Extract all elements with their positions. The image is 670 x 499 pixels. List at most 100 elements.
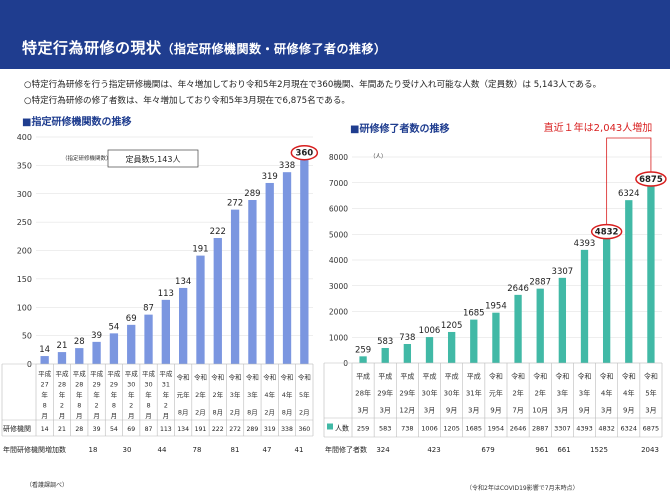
x-category-label: 8月	[212, 408, 223, 416]
x-category-label: 9月	[579, 407, 590, 415]
x-category-label: 令和	[600, 372, 614, 381]
x-category-label: 平成	[107, 369, 121, 378]
table-value: 6875	[643, 425, 660, 433]
page-subtitle: （指定研修機関数・研修修了者の推移）	[161, 42, 387, 56]
y-tick-label: 200	[17, 247, 32, 256]
y-tick-label: 50	[22, 332, 32, 341]
bar-value-label: 4832	[595, 228, 619, 238]
bar	[282, 172, 292, 364]
table-value: 14	[41, 426, 49, 433]
x-category-label: 30年	[444, 389, 460, 398]
x-category-label: 月	[59, 412, 66, 420]
x-category-label: 8	[112, 401, 116, 409]
bar	[647, 185, 655, 363]
right-footnote: （令和2年はCOVID19影響で7月末時点）	[466, 485, 579, 492]
y-tick-label: 0	[27, 360, 32, 369]
bar	[196, 255, 205, 364]
bar-value-label: 134	[175, 277, 191, 287]
x-category-label: 2	[95, 401, 99, 409]
bar-value-label: 1205	[441, 321, 463, 331]
x-category-label: 令和	[211, 373, 224, 382]
x-category-label: 平成	[55, 369, 69, 378]
bar-value-label: 338	[279, 161, 295, 171]
bar	[425, 337, 434, 363]
increase-row-label: 年間修了者数	[325, 445, 367, 454]
x-category-label: 平成	[445, 372, 459, 381]
legend-swatch	[327, 423, 333, 430]
capacity-box	[107, 149, 199, 168]
page-title: 特定行為研修の現状（指定研修機関数・研修修了者の推移）	[22, 37, 387, 58]
bar	[75, 348, 84, 364]
source-note: （看護課調べ）	[26, 482, 69, 489]
y-tick-label: 7000	[329, 179, 348, 188]
bar	[161, 299, 170, 364]
table-value: 2646	[510, 425, 527, 433]
table-value: 6324	[621, 425, 638, 433]
y-tick-label: 2000	[329, 308, 348, 317]
x-category-label: 令和	[511, 372, 525, 381]
bar	[179, 287, 188, 364]
x-category-label: 令和	[555, 372, 569, 381]
x-category-label: 3月	[601, 407, 612, 415]
y-tick-label: 6000	[329, 205, 348, 214]
x-category-label: 元年	[177, 390, 191, 399]
table-value: 1685	[466, 425, 483, 433]
y-tick-label: 250	[17, 218, 32, 227]
x-category-label: 31年	[466, 389, 482, 398]
bar-value-label: 14	[39, 345, 50, 355]
y-tick-label: 300	[17, 190, 32, 199]
x-category-label: 8	[146, 401, 150, 409]
left-legend-note: （指定研修機関数）	[62, 154, 112, 162]
bar	[144, 314, 153, 364]
table-value: 28	[75, 426, 83, 433]
x-category-label: 年	[128, 390, 135, 399]
x-category-label: 4年	[601, 389, 612, 398]
increase-value: 30	[123, 446, 132, 454]
bar-value-label: 113	[158, 289, 174, 299]
bar	[447, 331, 456, 363]
bar-value-label: 39	[91, 331, 102, 341]
bar	[213, 238, 222, 364]
x-category-label: 9月	[446, 407, 457, 415]
bar-value-label: 1685	[463, 309, 485, 319]
table-value: 87	[145, 426, 153, 433]
bar	[403, 343, 412, 363]
x-category-label: 9月	[623, 407, 634, 415]
table-value: 222	[212, 426, 224, 433]
y-tick-label: 100	[17, 303, 32, 312]
x-category-label: 8月	[247, 408, 258, 416]
x-category-label: 29年	[377, 389, 393, 398]
right-unit-label: （人）	[370, 153, 387, 160]
bar-value-label: 272	[227, 199, 243, 209]
x-category-label: 10月	[532, 407, 548, 415]
x-category-label: 月	[128, 412, 135, 420]
x-category-label: 2月	[230, 408, 241, 416]
table-value: 113	[160, 426, 172, 433]
x-category-label: 令和	[622, 372, 636, 381]
x-category-label: 平成	[73, 369, 87, 378]
bar-value-label: 1006	[419, 326, 441, 336]
bar	[381, 347, 389, 363]
table-value: 338	[281, 426, 293, 433]
table-value: 4393	[576, 425, 593, 433]
x-category-label: 2	[164, 401, 168, 409]
x-category-label: 3月	[645, 407, 656, 415]
table-value: 54	[110, 426, 118, 433]
y-tick-label: 400	[17, 133, 32, 142]
bar-value-label: 360	[295, 149, 313, 159]
x-category-label: 月	[41, 412, 48, 420]
x-category-label: 27	[41, 381, 49, 389]
x-category-label: 平成	[90, 369, 104, 378]
bar	[57, 352, 67, 364]
x-category-label: 29年	[399, 389, 415, 398]
bar	[300, 159, 309, 364]
x-category-label: 令和	[281, 373, 294, 382]
x-category-label: 年	[145, 390, 152, 399]
table-row-label: 研修機関	[3, 424, 31, 433]
bar-value-label: 54	[108, 322, 119, 332]
right-chart-title: ■研修修了者数の推移	[350, 124, 450, 135]
table-value: 1205	[443, 425, 460, 433]
x-category-label: 月	[145, 412, 152, 420]
x-category-label: 年	[59, 390, 66, 399]
